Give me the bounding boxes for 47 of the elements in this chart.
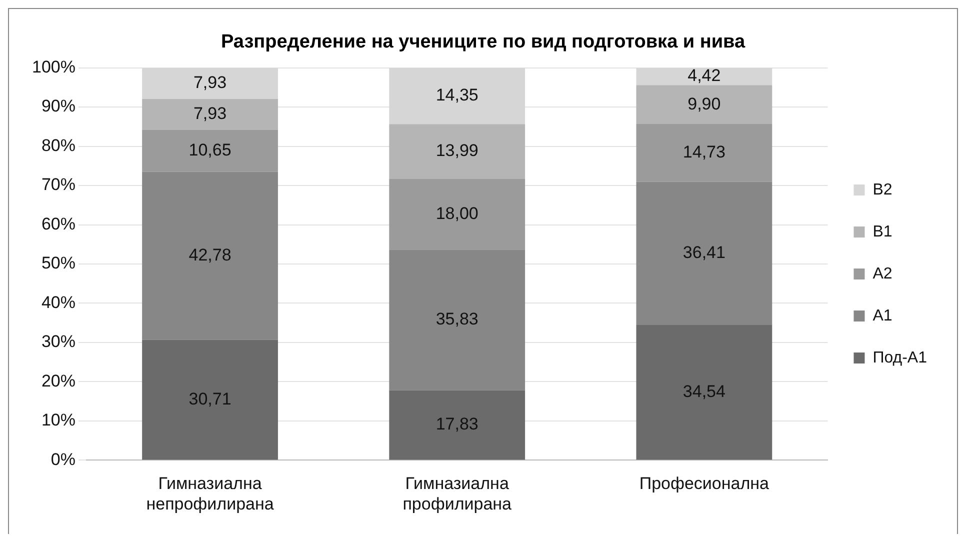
data-label: 7,93 — [193, 104, 227, 124]
y-tick-label: 90% — [41, 96, 76, 116]
data-label: 13,99 — [436, 141, 478, 160]
data-label: 34,54 — [682, 382, 726, 401]
x-tick-label: Гимназиална профилирана — [402, 474, 512, 514]
bar — [636, 182, 772, 325]
legend-label: А2 — [872, 265, 892, 282]
data-label: 30,71 — [188, 389, 232, 408]
bar — [142, 98, 278, 130]
chart-title: Разпределение на учениците по вид подготовка и нива — [220, 32, 746, 53]
data-label: 4,42 — [688, 66, 721, 86]
y-tick-label: 30% — [41, 332, 76, 352]
legend-label: В2 — [872, 181, 892, 198]
y-tick-label: 20% — [41, 371, 76, 390]
x-tick-label: Гимназиална непрофилирана — [146, 474, 274, 514]
y-tick-label: 60% — [41, 214, 76, 234]
bar — [142, 130, 278, 172]
bar — [389, 390, 526, 460]
data-label: 36,41 — [682, 242, 726, 262]
y-tick-label: 0% — [50, 450, 76, 469]
y-tick-label: 10% — [41, 410, 76, 430]
y-tick-label: 70% — [41, 175, 76, 194]
data-label: 9,90 — [688, 94, 721, 114]
legend-label: Под-А1 — [872, 349, 928, 366]
bar — [389, 250, 526, 390]
bar — [142, 340, 278, 460]
data-label: 18,00 — [436, 204, 478, 224]
y-tick-label: 80% — [41, 136, 76, 155]
data-label: 14,35 — [436, 86, 478, 105]
bar — [636, 124, 772, 182]
data-label: 10,65 — [188, 140, 232, 160]
data-label: 42,78 — [188, 245, 232, 264]
bar — [636, 85, 772, 124]
y-tick-label: 50% — [41, 254, 76, 273]
data-label: 7,93 — [193, 73, 227, 92]
data-label: 35,83 — [436, 310, 478, 329]
bar — [142, 172, 278, 340]
data-label: 14,73 — [682, 142, 726, 162]
legend-label: А1 — [872, 307, 892, 324]
bar — [389, 179, 526, 250]
y-tick-label: 40% — [41, 292, 76, 312]
y-tick-label: 100% — [32, 57, 76, 76]
data-label: 17,83 — [436, 414, 478, 434]
legend-label: В1 — [872, 223, 892, 240]
bar — [636, 324, 772, 460]
bar — [389, 124, 526, 180]
x-tick-label: Професионална — [639, 474, 770, 494]
